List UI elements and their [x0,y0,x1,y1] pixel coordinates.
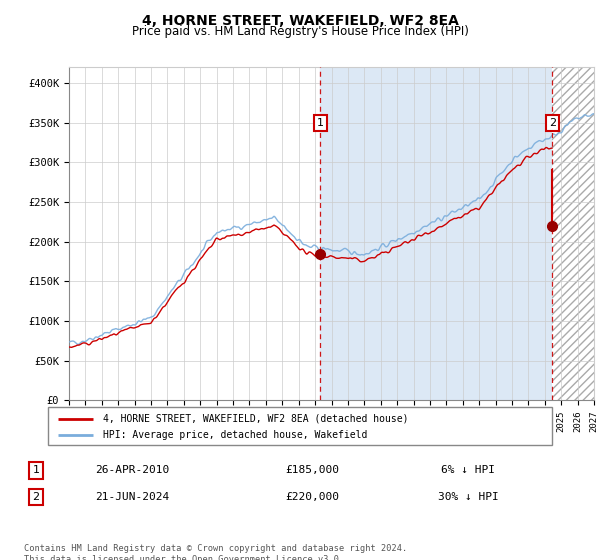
Bar [320,67,553,400]
Text: 2: 2 [549,118,556,128]
Text: 21-JUN-2024: 21-JUN-2024 [95,492,169,502]
Text: 1: 1 [32,465,40,475]
Text: 2: 2 [32,492,40,502]
Text: 4, HORNE STREET, WAKEFIELD, WF2 8EA: 4, HORNE STREET, WAKEFIELD, WF2 8EA [142,14,458,28]
Text: £185,000: £185,000 [285,465,339,475]
Text: 6% ↓ HPI: 6% ↓ HPI [441,465,495,475]
Text: 26-APR-2010: 26-APR-2010 [95,465,169,475]
Bar [553,67,594,400]
Text: Price paid vs. HM Land Registry's House Price Index (HPI): Price paid vs. HM Land Registry's House … [131,25,469,38]
Text: 30% ↓ HPI: 30% ↓ HPI [437,492,499,502]
Text: Contains HM Land Registry data © Crown copyright and database right 2024.
This d: Contains HM Land Registry data © Crown c… [24,544,407,560]
Text: 4, HORNE STREET, WAKEFIELD, WF2 8EA (detached house): 4, HORNE STREET, WAKEFIELD, WF2 8EA (det… [103,413,409,423]
FancyBboxPatch shape [48,407,552,445]
Text: HPI: Average price, detached house, Wakefield: HPI: Average price, detached house, Wake… [103,430,368,440]
Text: £220,000: £220,000 [285,492,339,502]
Text: 1: 1 [317,118,324,128]
